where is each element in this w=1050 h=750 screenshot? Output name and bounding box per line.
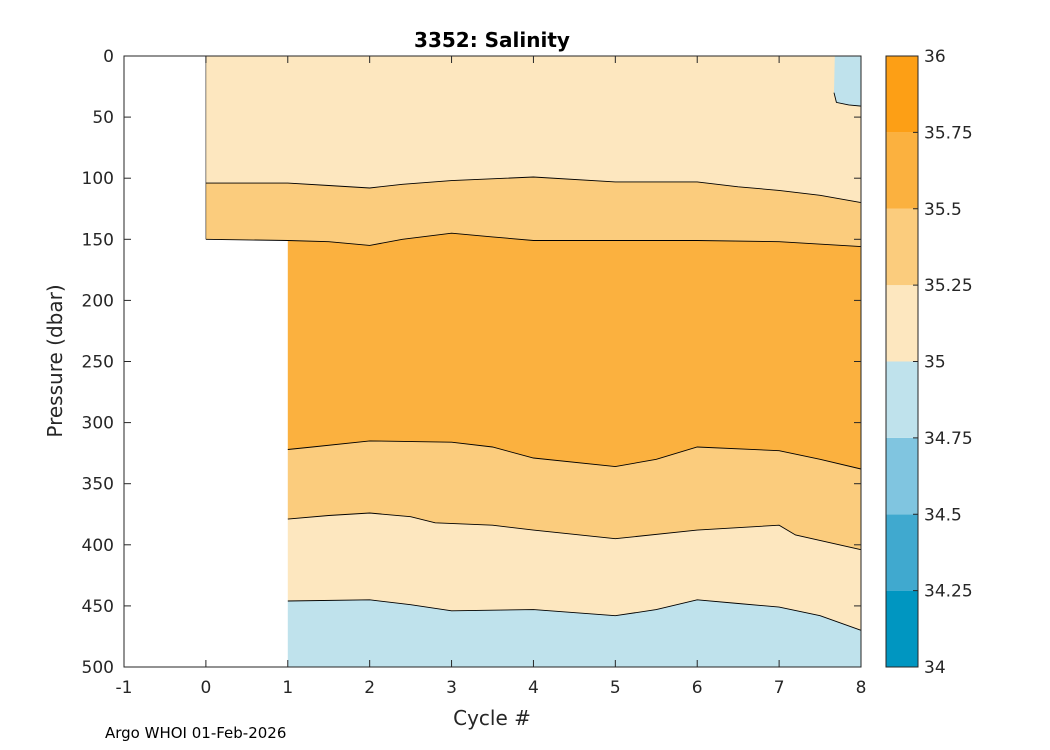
colorbar-tick-label: 35 xyxy=(924,353,946,373)
contour-band-34.75-35.0-surface-patch xyxy=(834,56,861,107)
colorbar-swatch xyxy=(886,208,918,286)
y-tick-label: 0 xyxy=(103,47,114,67)
colorbar-tick-label: 34 xyxy=(924,658,946,678)
colorbar-swatch xyxy=(886,285,918,362)
contour-line-upper-bottom xyxy=(205,232,862,248)
y-tick-label: 400 xyxy=(82,536,114,556)
colorbar-swatch xyxy=(886,361,918,438)
x-tick-label: 8 xyxy=(856,678,867,698)
colorbar-swatch xyxy=(886,437,918,515)
contour-band-35.5-35.75-core xyxy=(287,233,861,469)
x-tick-label: 1 xyxy=(282,678,293,698)
y-axis-label: Pressure (dbar) xyxy=(43,284,67,437)
x-tick-label: 0 xyxy=(200,678,211,698)
colorbar-tick-label: 34.25 xyxy=(924,582,973,602)
plot-area xyxy=(123,55,862,668)
footer-credit: Argo WHOI 01-Feb-2026 xyxy=(105,724,287,742)
y-tick-label: 200 xyxy=(82,291,114,311)
y-tick-label: 250 xyxy=(82,353,114,373)
contour-band-34.75-35.0-bottom xyxy=(287,599,861,667)
y-tick-label: 450 xyxy=(82,597,114,617)
x-tick-label: 5 xyxy=(610,678,621,698)
colorbar-tick-label: 35.25 xyxy=(924,276,973,296)
x-tick-label: 6 xyxy=(692,678,703,698)
colorbar-tick-label: 35.5 xyxy=(924,200,962,220)
colorbar-tick-label: 36 xyxy=(924,47,946,67)
x-tick-label: 7 xyxy=(774,678,785,698)
contour-line-lower2-bottom xyxy=(287,599,862,631)
x-tick-label: 3 xyxy=(446,678,457,698)
y-tick-label: 350 xyxy=(82,475,114,495)
y-tick-label: 500 xyxy=(82,658,114,678)
x-axis-label: Cycle # xyxy=(453,706,531,730)
colorbar-swatch xyxy=(886,132,918,209)
x-axis: -1 0 1 2 3 4 5 6 7 8 xyxy=(116,56,867,698)
contour-band-35.0-35.25-surface xyxy=(205,56,861,203)
contour-line-surface-bottom xyxy=(205,176,862,204)
colorbar-swatch xyxy=(886,514,918,591)
y-tick-label: 100 xyxy=(82,169,114,189)
contour-line-core-bottom xyxy=(287,440,862,470)
y-axis: 0 50 100 150 200 250 300 350 400 450 500 xyxy=(82,47,861,678)
contour-band-35.0-35.25-lower xyxy=(287,513,861,631)
colorbar-tick-label: 34.75 xyxy=(924,429,973,449)
colorbar: 34 34.25 34.5 34.75 35 35.25 35.5 35.75 36 xyxy=(885,47,973,678)
colorbar-tick-label: 34.5 xyxy=(924,505,962,525)
x-tick-label: -1 xyxy=(116,678,133,698)
colorbar-swatch xyxy=(886,56,918,133)
x-tick-label: 4 xyxy=(528,678,539,698)
y-tick-label: 150 xyxy=(82,230,114,250)
chart-title: 3352: Salinity xyxy=(414,28,570,52)
contour-line-lower-bottom xyxy=(287,512,862,551)
contour-band-35.25-35.5-upper xyxy=(205,177,861,247)
colorbar-swatch xyxy=(886,590,918,667)
contour-band-35.25-35.5-lower xyxy=(287,440,861,550)
colorbar-tick-label: 35.75 xyxy=(924,123,973,143)
y-tick-label: 300 xyxy=(82,414,114,434)
y-tick-label: 50 xyxy=(92,108,114,128)
x-tick-label: 2 xyxy=(364,678,375,698)
